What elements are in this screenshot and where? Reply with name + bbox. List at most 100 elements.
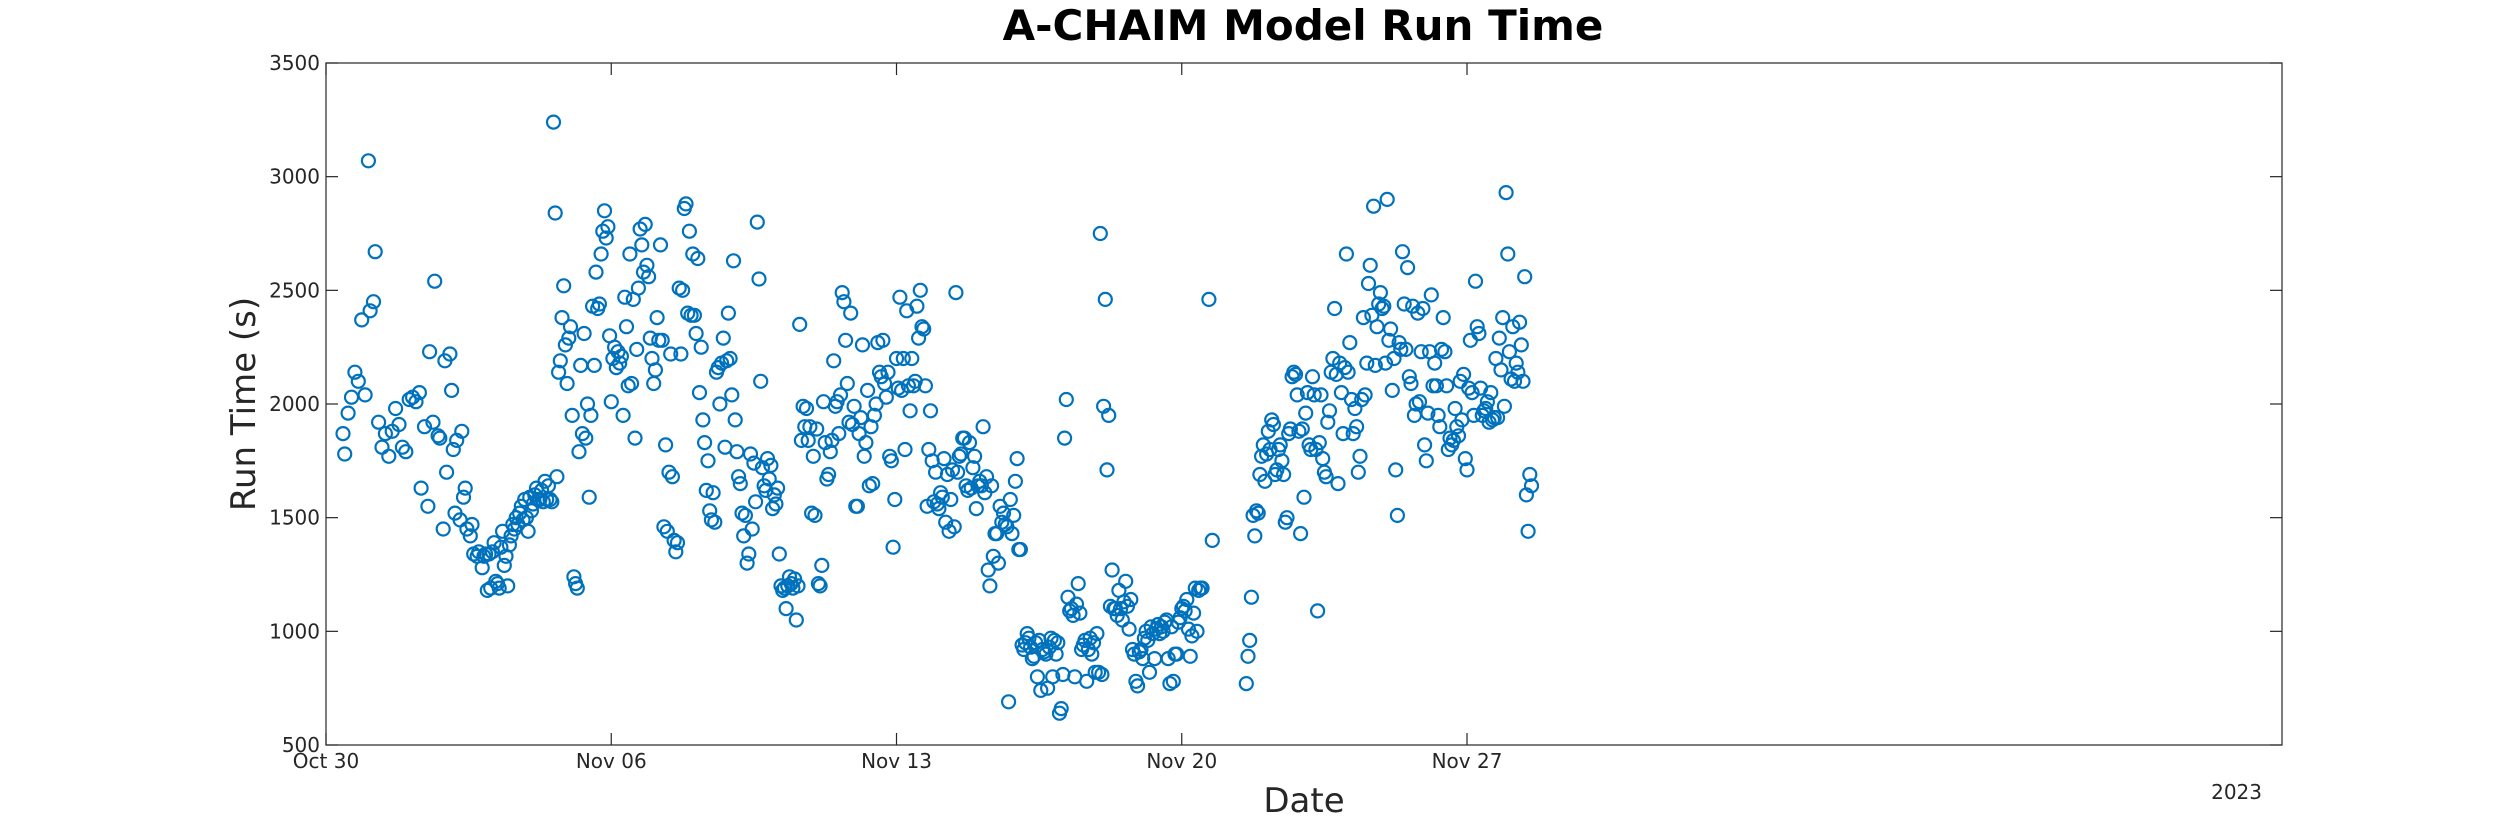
- x-axis: Oct 30 Nov 06 Nov 13 Nov 20 Nov 27: [293, 63, 1502, 773]
- data-point: [618, 319, 635, 335]
- data-point: [496, 557, 512, 574]
- data-point: [982, 578, 998, 594]
- data-point: [695, 412, 711, 428]
- data-point: [768, 496, 784, 512]
- data-point: [1357, 387, 1373, 403]
- data-point: [887, 491, 903, 508]
- data-point: [1000, 694, 1017, 710]
- data-point: [491, 580, 507, 596]
- data-point: [820, 466, 837, 483]
- data-point: [1348, 419, 1365, 435]
- data-point: [769, 480, 786, 496]
- x-axis-year-label: 2023: [2211, 780, 2262, 804]
- data-point: [474, 560, 490, 576]
- data-point: [990, 555, 1007, 571]
- data-point: [591, 296, 608, 312]
- data-point: [885, 539, 901, 555]
- data-point: [843, 305, 859, 321]
- data-point: [792, 316, 808, 332]
- data-point: [627, 430, 643, 446]
- data-point: [416, 419, 433, 435]
- data-point: [581, 489, 597, 505]
- data-point: [1393, 341, 1409, 357]
- data-point: [337, 446, 353, 462]
- data-point: [598, 230, 614, 246]
- data-point: [550, 364, 567, 380]
- data-point: [544, 494, 560, 510]
- data-point: [810, 575, 827, 592]
- data-point: [854, 337, 871, 353]
- data-point: [454, 423, 470, 439]
- x-tick-label: Nov 13: [861, 749, 932, 773]
- data-point: [422, 344, 438, 360]
- data-point: [732, 476, 748, 492]
- data-point: [1338, 246, 1355, 262]
- data-point: [617, 289, 633, 305]
- data-point: [1002, 491, 1018, 508]
- data-point: [1240, 648, 1256, 664]
- data-point: [1257, 473, 1273, 489]
- data-point: [965, 460, 981, 476]
- data-point: [1089, 625, 1105, 642]
- data-point: [523, 503, 540, 519]
- data-point: [1420, 405, 1436, 421]
- data-point: [1438, 378, 1455, 394]
- data-point: [1287, 366, 1304, 382]
- data-point: [904, 350, 920, 367]
- data-point: [1523, 478, 1540, 494]
- data-point: [1084, 646, 1100, 662]
- data-point: [657, 437, 674, 453]
- data-point: [1415, 300, 1431, 317]
- data-point: [880, 364, 896, 380]
- data-point: [664, 469, 681, 485]
- data-point: [809, 421, 825, 437]
- data-point: [615, 407, 631, 423]
- data-point: [1101, 407, 1117, 423]
- data-point: [347, 364, 363, 380]
- data-point: [1428, 378, 1445, 394]
- data-point: [1318, 469, 1334, 485]
- data-point: [846, 398, 862, 414]
- data-point: [980, 562, 996, 578]
- data-point: [571, 444, 587, 460]
- data-point: [968, 501, 984, 517]
- data-point: [561, 330, 577, 346]
- data-point: [576, 325, 592, 342]
- data-point: [1272, 437, 1288, 453]
- data-point: [837, 332, 854, 348]
- data-point: [691, 385, 708, 401]
- data-point: [914, 319, 930, 335]
- data-point: [391, 416, 407, 433]
- data-point: [360, 153, 376, 169]
- data-point: [1094, 666, 1110, 683]
- data-point: [1121, 621, 1137, 637]
- data-point: [1079, 673, 1095, 689]
- data-point: [1355, 310, 1372, 326]
- data-point: [1471, 325, 1487, 342]
- data-point: [912, 282, 928, 298]
- data-point: [365, 294, 382, 310]
- data-point: [1068, 596, 1085, 612]
- data-point: [715, 330, 731, 346]
- data-point: [1467, 273, 1484, 289]
- plot-area: [325, 62, 2283, 746]
- data-point: [430, 428, 446, 444]
- data-point: [822, 444, 838, 460]
- data-point: [866, 407, 883, 423]
- data-point: [1520, 523, 1536, 539]
- data-point: [1430, 407, 1446, 423]
- data-point: [917, 378, 934, 394]
- data-point: [1457, 451, 1473, 467]
- data-point: [649, 310, 665, 326]
- data-point: [883, 453, 900, 469]
- x-axis-label: Date: [1263, 781, 1344, 821]
- data-point: [381, 448, 397, 464]
- y-tick-label: 1500: [269, 506, 320, 530]
- data-point: [622, 246, 638, 262]
- data-point: [1070, 575, 1086, 592]
- data-point: [834, 285, 850, 301]
- data-point: [747, 494, 764, 510]
- data-point: [858, 435, 874, 451]
- data-point: [909, 298, 925, 314]
